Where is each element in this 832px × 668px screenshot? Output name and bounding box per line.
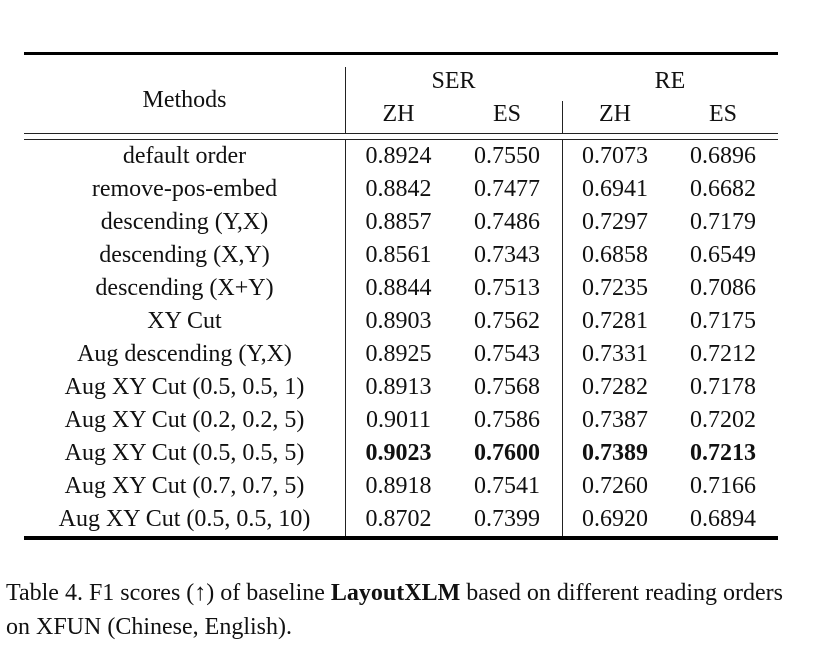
- ser-zh-cell: 0.8702: [365, 506, 432, 532]
- ser-es-cell: 0.7343: [474, 242, 540, 268]
- re-es-cell: 0.6682: [690, 176, 756, 202]
- re-es-cell: 0.6894: [690, 506, 756, 532]
- re-es-cell: 0.7175: [690, 308, 756, 334]
- re-es-cell: 0.7202: [690, 407, 756, 433]
- header-methods: Methods: [142, 87, 227, 113]
- method-cell: descending (X+Y): [95, 275, 274, 301]
- table-row: Aug XY Cut (0.2, 0.2, 5) 0.9011 0.7586 0.73…: [24, 404, 778, 437]
- table-row: Aug XY Cut (0.7, 0.7, 5) 0.8918 0.7541 0.72…: [24, 470, 778, 503]
- column-divider: [562, 140, 563, 536]
- ser-zh-cell: 0.9011: [365, 407, 432, 433]
- method-cell: Aug XY Cut (0.5, 0.5, 10): [58, 506, 311, 532]
- re-es-cell: 0.7086: [690, 275, 756, 301]
- method-cell: remove-pos-embed: [91, 176, 278, 202]
- table-row: descending (X+Y) 0.8844 0.7513 0.7235 0.7086: [24, 272, 778, 305]
- ser-zh-cell: 0.9023: [365, 440, 432, 466]
- table-row: XY Cut 0.8903 0.7562 0.7281 0.7175: [24, 305, 778, 338]
- header-ser-es: ES: [492, 101, 521, 127]
- re-zh-cell: 0.7331: [582, 341, 648, 367]
- top-rule: [24, 52, 778, 55]
- header-re-zh: ZH: [599, 101, 631, 127]
- method-cell: descending (Y,X): [100, 209, 269, 235]
- ser-es-cell: 0.7477: [474, 176, 540, 202]
- re-es-cell: 0.7179: [690, 209, 756, 235]
- ser-es-cell: 0.7399: [474, 506, 540, 532]
- column-divider: [345, 140, 346, 536]
- table-row: remove-pos-embed 0.8842 0.7477 0.6941 0.6682: [24, 173, 778, 206]
- re-zh-cell: 0.6941: [582, 176, 648, 202]
- ser-zh-cell: 0.8913: [365, 374, 432, 400]
- method-cell: Aug XY Cut (0.7, 0.7, 5): [64, 473, 305, 499]
- results-table: Methods SER RE ZH ES ZH ES default order…: [24, 52, 778, 540]
- re-zh-cell: 0.7260: [582, 473, 648, 499]
- ser-zh-cell: 0.8857: [365, 209, 432, 235]
- re-zh-cell: 0.7235: [582, 275, 648, 301]
- ser-zh-cell: 0.8842: [365, 176, 432, 202]
- header-group-ser: SER: [431, 68, 476, 94]
- ser-zh-cell: 0.8918: [365, 473, 432, 499]
- re-es-cell: 0.6549: [690, 242, 756, 268]
- ser-zh-cell: 0.8925: [365, 341, 432, 367]
- re-es-cell: 0.7212: [690, 341, 756, 367]
- caption-suffix: based on different reading orders on XFU…: [6, 580, 784, 640]
- table-row: default order 0.8924 0.7550 0.7073 0.6896: [24, 140, 778, 173]
- ser-zh-cell: 0.8561: [365, 242, 432, 268]
- table-row: Aug XY Cut (0.5, 0.5, 1) 0.8913 0.7568 0.72…: [24, 371, 778, 404]
- table-row: descending (Y,X) 0.8857 0.7486 0.7297 0.7179: [24, 206, 778, 239]
- re-zh-cell: 0.7073: [582, 143, 648, 169]
- method-cell: descending (X,Y): [99, 242, 270, 268]
- ser-es-cell: 0.7550: [474, 143, 540, 169]
- ser-es-cell: 0.7586: [474, 407, 540, 433]
- ser-es-cell: 0.7541: [474, 473, 540, 499]
- ser-es-cell: 0.7568: [474, 374, 540, 400]
- header-group-re: RE: [654, 68, 686, 94]
- method-cell: Aug XY Cut (0.5, 0.5, 5): [64, 440, 305, 466]
- column-divider: [562, 101, 563, 133]
- caption-model-name: LayoutXLM: [330, 580, 461, 606]
- header-ser-zh: ZH: [382, 101, 415, 127]
- table-body: default order 0.8924 0.7550 0.7073 0.6896 rem…: [24, 140, 778, 536]
- column-divider: [345, 67, 346, 133]
- re-zh-cell: 0.6920: [582, 506, 648, 532]
- table-caption: Table 4. F1 scores (↑) of baseline Layou…: [6, 576, 806, 644]
- ser-es-cell: 0.7486: [474, 209, 540, 235]
- re-es-cell: 0.7166: [690, 473, 756, 499]
- method-cell: default order: [122, 143, 247, 169]
- ser-es-cell: 0.7600: [474, 440, 540, 466]
- re-zh-cell: 0.7297: [582, 209, 648, 235]
- header-double-rule: [24, 133, 778, 140]
- method-cell: Aug XY Cut (0.2, 0.2, 5): [64, 407, 305, 433]
- table-header: Methods SER RE ZH ES ZH ES: [24, 55, 778, 133]
- caption-prefix: Table 4. F1 scores (↑) of baseline: [6, 580, 331, 606]
- re-zh-cell: 0.7282: [582, 374, 648, 400]
- bottom-rule: [24, 536, 778, 540]
- re-zh-cell: 0.7389: [582, 440, 648, 466]
- re-es-cell: 0.6896: [690, 143, 756, 169]
- table-row: Aug descending (Y,X) 0.8925 0.7543 0.7331 0.…: [24, 338, 778, 371]
- ser-zh-cell: 0.8924: [365, 143, 432, 169]
- re-zh-cell: 0.6858: [582, 242, 648, 268]
- ser-zh-cell: 0.8903: [365, 308, 432, 334]
- ser-es-cell: 0.7543: [474, 341, 540, 367]
- header-re-es: ES: [708, 101, 737, 127]
- table-row: Aug XY Cut (0.5, 0.5, 10) 0.8702 0.7399 0.6…: [24, 503, 778, 536]
- re-zh-cell: 0.7387: [582, 407, 648, 433]
- re-zh-cell: 0.7281: [582, 308, 648, 334]
- ser-zh-cell: 0.8844: [365, 275, 432, 301]
- re-es-cell: 0.7213: [690, 440, 756, 466]
- ser-es-cell: 0.7513: [474, 275, 540, 301]
- method-cell: Aug descending (Y,X): [77, 341, 292, 367]
- table-row: descending (X,Y) 0.8561 0.7343 0.6858 0.6549: [24, 239, 778, 272]
- method-cell: XY Cut: [147, 308, 222, 334]
- ser-es-cell: 0.7562: [474, 308, 540, 334]
- table-row: Aug XY Cut (0.5, 0.5, 5) 0.9023 0.7600 0.73…: [24, 437, 778, 470]
- re-es-cell: 0.7178: [690, 374, 756, 400]
- method-cell: Aug XY Cut (0.5, 0.5, 1): [64, 374, 305, 400]
